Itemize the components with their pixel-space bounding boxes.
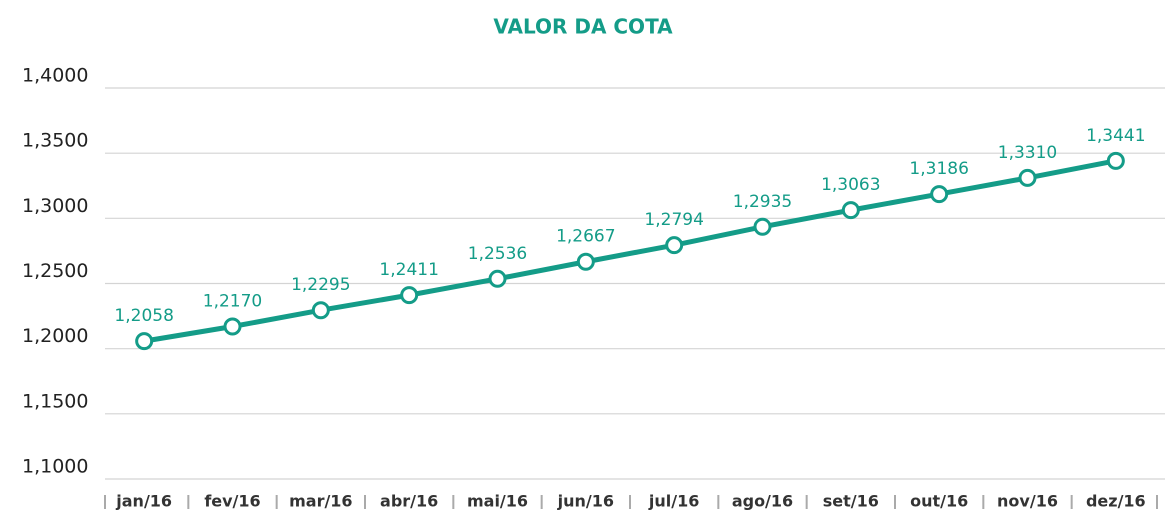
data-point [311, 301, 330, 320]
data-label: 1,2058 [114, 306, 173, 326]
x-tick-label: fev/16 [204, 492, 260, 511]
data-label: 1,3310 [998, 143, 1057, 163]
x-tick-label: jan/16 [115, 492, 172, 511]
data-label: 1,2536 [468, 244, 527, 264]
data-point [841, 201, 860, 220]
x-tick-label: abr/16 [380, 492, 438, 511]
data-line [143, 158, 1117, 344]
y-tick-label: 1,3000 [22, 195, 88, 217]
data-label: 1,2411 [379, 260, 438, 280]
data-point [1106, 151, 1125, 170]
x-tick-label: out/16 [910, 492, 968, 511]
x-tick-label: jun/16 [557, 492, 614, 511]
x-tick-label: set/16 [823, 492, 879, 511]
x-tick-label: nov/16 [997, 492, 1058, 511]
data-label: 1,2170 [203, 292, 262, 312]
x-tick-label: ago/16 [732, 492, 793, 511]
x-tick-label: jul/16 [648, 492, 699, 511]
data-label: 1,3441 [1086, 126, 1145, 146]
data-point [930, 185, 949, 204]
y-tick-label: 1,4000 [22, 65, 88, 87]
y-tick-label: 1,2500 [22, 260, 88, 282]
data-point [223, 317, 242, 336]
x-tick-label: mai/16 [467, 492, 528, 511]
data-label: 1,3063 [821, 175, 880, 195]
data-point [488, 269, 507, 288]
data-point [135, 332, 154, 351]
data-point [400, 286, 419, 305]
chart-title: VALOR DA COTA [493, 15, 673, 39]
data-point [1018, 168, 1037, 187]
y-tick-label: 1,3500 [22, 130, 88, 152]
data-label: 1,2935 [733, 192, 792, 212]
data-label: 1,2667 [556, 227, 615, 247]
data-point [753, 217, 772, 236]
x-tick-label: dez/16 [1086, 492, 1146, 511]
y-tick-label: 1,2000 [22, 325, 88, 347]
data-point [665, 236, 684, 255]
x-tick-label: mar/16 [289, 492, 352, 511]
y-tick-label: 1,1000 [22, 456, 88, 478]
data-label: 1,3186 [909, 159, 968, 179]
data-label: 1,2295 [291, 275, 350, 295]
data-label: 1,2794 [644, 210, 703, 230]
data-point [576, 252, 595, 271]
y-tick-label: 1,1500 [22, 390, 88, 412]
